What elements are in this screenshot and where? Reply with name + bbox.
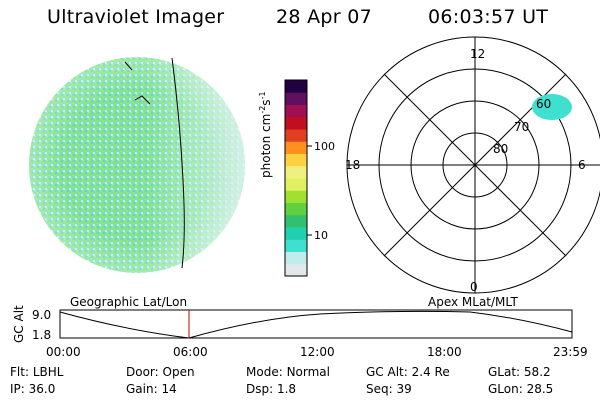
colorbar-cell xyxy=(285,92,307,105)
colorbar-cell xyxy=(285,251,307,265)
x-tick-1200: 12:00 xyxy=(300,345,335,359)
time-label: 06:03:57 UT xyxy=(428,6,549,28)
colorbar-cell xyxy=(285,104,307,118)
polar-plot xyxy=(346,36,600,294)
colorbar-cell xyxy=(285,80,307,93)
colorbar-cell xyxy=(285,178,307,191)
colorbar xyxy=(284,79,312,277)
mode-info: Mode: Normal xyxy=(246,365,330,379)
colorbar-cell xyxy=(285,129,307,142)
gc-alt-info: GC Alt: 2.4 Re xyxy=(366,365,450,379)
lat-60-label: 60 xyxy=(536,97,552,111)
colorbar-cell xyxy=(285,239,307,252)
gain-info: Gain: 14 xyxy=(126,382,177,396)
colorbar-cell xyxy=(285,141,307,154)
colorbar-units-label: photon cm-2s-1 xyxy=(258,91,273,178)
mlt-0-label: 0 xyxy=(470,280,478,294)
x-tick-0000: 00:00 xyxy=(46,345,81,359)
altitude-timeline xyxy=(59,309,573,339)
colorbar-cell xyxy=(285,227,307,240)
apex-title: Apex MLat/MLT xyxy=(428,295,518,309)
terminator-line xyxy=(171,57,185,269)
colorbar-cell xyxy=(285,153,307,167)
ip-info: IP: 36.0 xyxy=(10,382,56,396)
dsp-info: Dsp: 1.8 xyxy=(246,382,297,396)
y-tick-bottom: 1.8 xyxy=(32,328,52,342)
colorbar-cell xyxy=(285,263,307,277)
colorbar-cell xyxy=(285,214,307,228)
door-info: Door: Open xyxy=(126,365,195,379)
auroral-blob xyxy=(532,94,572,120)
geographic-title: Geographic Lat/Lon xyxy=(70,295,188,309)
lat-80-label: 80 xyxy=(493,142,509,156)
y-tick-top: 9.0 xyxy=(32,308,52,322)
mlt-18-label: 18 xyxy=(345,158,361,172)
mlt-6-label: 6 xyxy=(578,158,586,172)
x-tick-2359: 23:59 xyxy=(553,345,588,359)
lat-70-label: 70 xyxy=(514,120,530,134)
colorbar-cell xyxy=(285,202,307,216)
mlt-12-label: 12 xyxy=(470,47,486,61)
instrument-title: Ultraviolet Imager xyxy=(47,6,225,28)
colorbar-tick-10: 10 xyxy=(314,229,328,242)
colorbar-tick-100: 100 xyxy=(314,140,335,153)
uv-earth-image xyxy=(29,57,245,273)
date-label: 28 Apr 07 xyxy=(276,6,373,28)
glon-info: GLon: 28.5 xyxy=(488,382,554,396)
x-tick-0600: 06:00 xyxy=(173,345,208,359)
colorbar-cell xyxy=(285,190,307,203)
colorbar-cell xyxy=(285,165,307,179)
seq-info: Seq: 39 xyxy=(366,382,412,396)
glat-info: GLat: 58.2 xyxy=(488,365,551,379)
flt-info: Flt: LBHL xyxy=(10,365,64,379)
colorbar-cell xyxy=(285,116,307,130)
gc-alt-axis-label: GC Alt xyxy=(12,305,26,343)
x-tick-1800: 18:00 xyxy=(427,345,462,359)
